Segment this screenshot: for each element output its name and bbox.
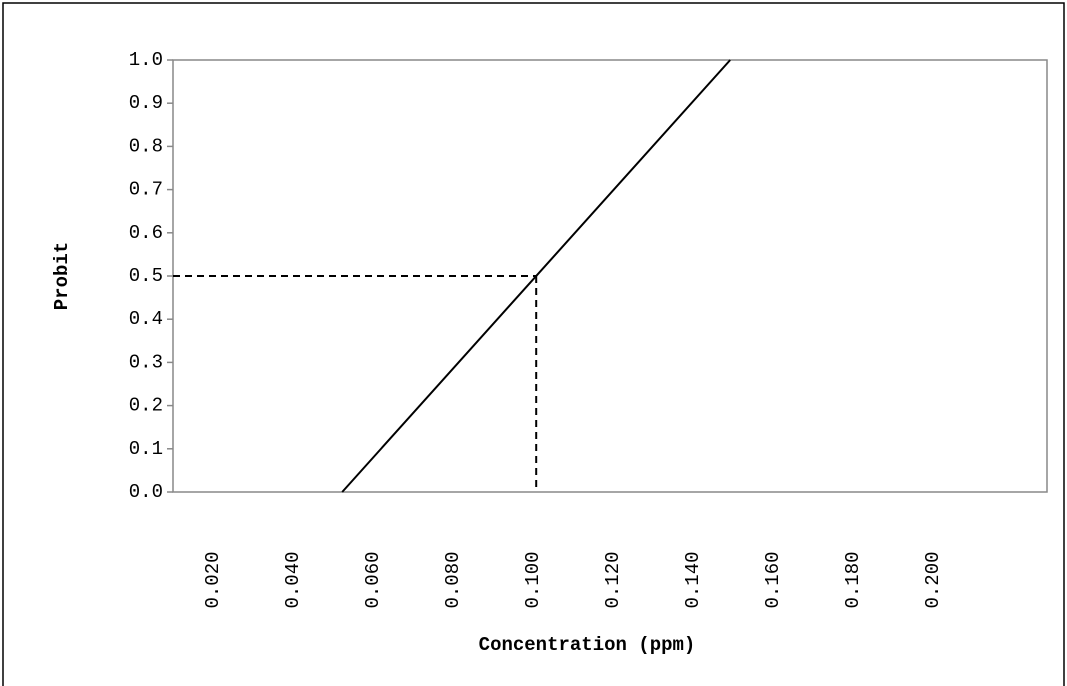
x-tick-label: 0.040 bbox=[282, 551, 304, 608]
y-tick-label: 0.3 bbox=[129, 351, 163, 373]
y-tick-label: 0.4 bbox=[129, 308, 163, 330]
x-tick-label: 0.180 bbox=[842, 551, 864, 608]
y-tick-label: 0.8 bbox=[129, 135, 163, 157]
x-tick-label: 0.120 bbox=[602, 551, 624, 608]
y-tick-label: 1.0 bbox=[129, 49, 163, 71]
plot-area bbox=[172, 59, 1048, 493]
y-tick-label: 0.7 bbox=[129, 179, 163, 201]
y-tick-label: 0.2 bbox=[129, 395, 163, 417]
x-tick-label: 0.020 bbox=[202, 551, 224, 608]
y-axis-label: Probit bbox=[51, 242, 73, 310]
x-tick-label: 0.080 bbox=[442, 551, 464, 608]
x-tick-label: 0.100 bbox=[522, 551, 544, 608]
x-tick-label: 0.160 bbox=[762, 551, 784, 608]
y-tick-label: 0.1 bbox=[129, 438, 163, 460]
y-tick-label: 0.6 bbox=[129, 222, 163, 244]
y-tick-label: 0.0 bbox=[129, 481, 163, 503]
x-tick-label: 0.200 bbox=[922, 551, 944, 608]
x-tick-label: 0.140 bbox=[682, 551, 704, 608]
data-line bbox=[341, 59, 731, 493]
x-tick-label: 0.060 bbox=[362, 551, 384, 608]
y-tick-label: 0.9 bbox=[129, 92, 163, 114]
y-tick-label: 0.5 bbox=[129, 265, 163, 287]
x-axis-label: Concentration (ppm) bbox=[479, 634, 696, 656]
